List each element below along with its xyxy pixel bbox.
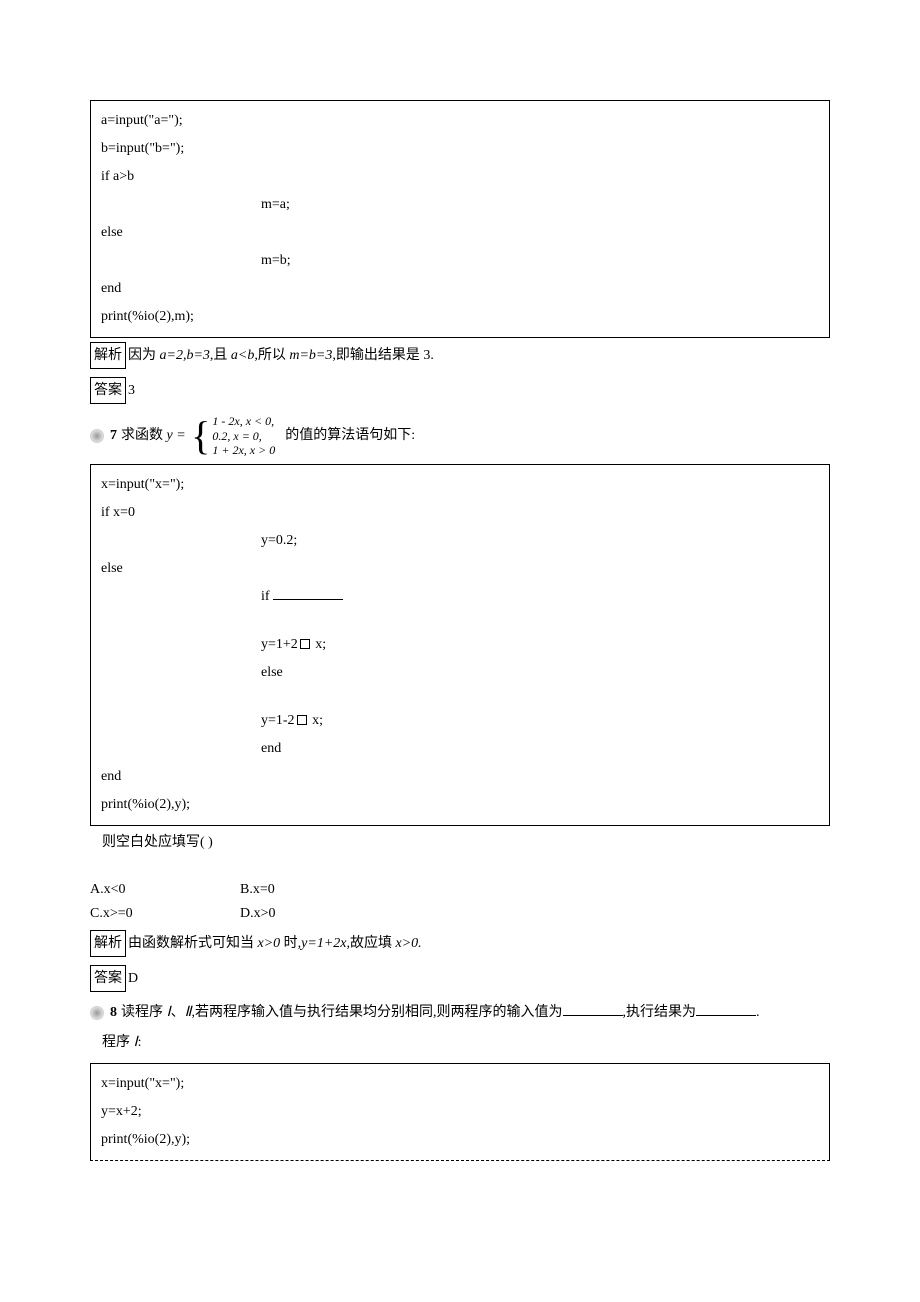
code-line: y=x+2; bbox=[101, 1098, 819, 1126]
answer-1: 答案3 bbox=[90, 377, 830, 404]
question-8: 8 读程序 Ⅰ、Ⅱ,若两程序输入值与执行结果均分别相同,则两程序的输入值为,执行… bbox=[90, 1002, 830, 1024]
bullet-icon bbox=[90, 429, 104, 443]
code-line: a=input("a="); bbox=[101, 107, 819, 135]
code-box-2: x=input("x="); if x=0 y=0.2; else if y=1… bbox=[90, 464, 830, 826]
option-d: D.x>0 bbox=[240, 903, 390, 925]
blank-line bbox=[101, 611, 819, 631]
piecewise-function: {1 - 2x, x < 0,0.2, x = 0,1 + 2x, x > 0 bbox=[189, 414, 275, 457]
fill-blank bbox=[273, 586, 343, 600]
code-line: y=1+2 x; bbox=[101, 631, 819, 659]
question-text: 求函数 y = {1 - 2x, x < 0,0.2, x = 0,1 + 2x… bbox=[121, 414, 415, 457]
answer-value: D bbox=[128, 971, 138, 986]
option-b: B.x=0 bbox=[240, 879, 390, 901]
code-line: else bbox=[101, 555, 819, 583]
analysis-1: 解析因为 a=2,b=3,且 a<b,所以 m=b=3,即输出结果是 3. bbox=[90, 342, 830, 369]
bullet-icon bbox=[90, 1006, 104, 1020]
analysis-2: 解析由函数解析式可知当 x>0 时,y=1+2x,故应填 x>0. bbox=[90, 930, 830, 957]
code-line: end bbox=[101, 763, 819, 791]
code-line: x=input("x="); bbox=[101, 1070, 819, 1098]
q7-tail: 则空白处应填写( ) bbox=[90, 830, 830, 855]
fill-blank bbox=[696, 1002, 756, 1016]
program-label: 程序 Ⅰ: bbox=[90, 1030, 830, 1055]
code-line: print(%io(2),y); bbox=[101, 1126, 819, 1154]
code-line: y=1-2 x; bbox=[101, 707, 819, 735]
code-box-3: x=input("x="); y=x+2; print(%io(2),y); bbox=[90, 1063, 830, 1161]
code-box-1: a=input("a="); b=input("b="); if a>b m=a… bbox=[90, 100, 830, 338]
analysis-label: 解析 bbox=[90, 342, 126, 369]
code-line: end bbox=[101, 275, 819, 303]
code-line: x=input("x="); bbox=[101, 471, 819, 499]
code-line: if x=0 bbox=[101, 499, 819, 527]
option-a: A.x<0 bbox=[90, 879, 240, 901]
option-c: C.x>=0 bbox=[90, 903, 240, 925]
analysis-label: 解析 bbox=[90, 930, 126, 957]
code-line: else bbox=[101, 659, 819, 687]
small-box-icon bbox=[297, 715, 307, 725]
question-number: 8 bbox=[110, 1002, 117, 1024]
analysis-text: 因为 a=2,b=3,且 a<b,所以 m=b=3,即输出结果是 3. bbox=[128, 348, 434, 363]
answer-value: 3 bbox=[128, 383, 135, 398]
code-line: b=input("b="); bbox=[101, 135, 819, 163]
code-line: end bbox=[101, 735, 819, 763]
question-number: 7 bbox=[110, 425, 117, 447]
question-text: 读程序 Ⅰ、Ⅱ,若两程序输入值与执行结果均分别相同,则两程序的输入值为,执行结果… bbox=[121, 1002, 760, 1024]
code-line: if bbox=[101, 583, 819, 611]
small-box-icon bbox=[300, 639, 310, 649]
question-7: 7 求函数 y = {1 - 2x, x < 0,0.2, x = 0,1 + … bbox=[90, 414, 830, 457]
answer-label: 答案 bbox=[90, 377, 126, 404]
answer-2: 答案D bbox=[90, 965, 830, 992]
options-row-1: A.x<0 B.x=0 bbox=[90, 879, 830, 901]
blank-line bbox=[101, 687, 819, 707]
code-line: m=a; bbox=[101, 191, 819, 219]
document-page: a=input("a="); b=input("b="); if a>b m=a… bbox=[0, 0, 920, 1302]
fill-blank bbox=[563, 1002, 623, 1016]
answer-label: 答案 bbox=[90, 965, 126, 992]
options-row-2: C.x>=0 D.x>0 bbox=[90, 903, 830, 925]
code-line: if a>b bbox=[101, 163, 819, 191]
code-line: m=b; bbox=[101, 247, 819, 275]
code-line: print(%io(2),y); bbox=[101, 791, 819, 819]
analysis-text: 由函数解析式可知当 x>0 时,y=1+2x,故应填 x>0. bbox=[128, 936, 422, 951]
code-line: y=0.2; bbox=[101, 527, 819, 555]
code-line: print(%io(2),m); bbox=[101, 303, 819, 331]
code-line: else bbox=[101, 219, 819, 247]
